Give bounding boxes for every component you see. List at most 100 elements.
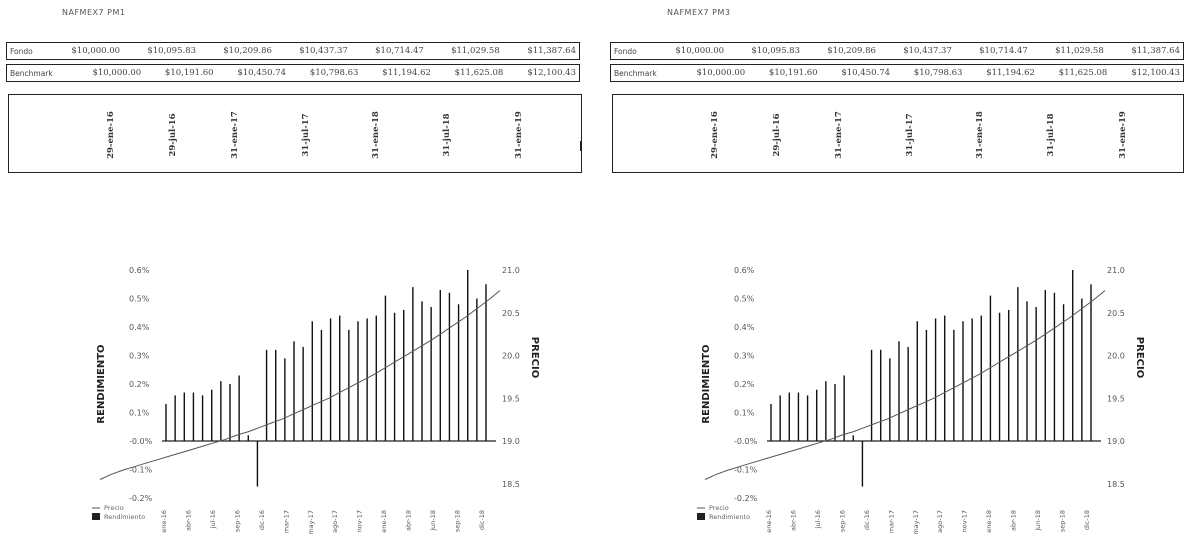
y-axis-title: RENDIMIENTO [96,344,107,423]
x-tick-label: abr-18 [405,510,413,531]
y-tick-label: 0.2% [734,380,755,389]
y2-tick-label: 19.5 [1107,394,1125,403]
x-tick-label: nov-17 [356,510,364,532]
legend-rendimiento-label: Rendimiento [104,513,145,521]
y-tick-label: -0.0% [129,437,153,446]
date-row: 29-ene-16 29-jul-16 31-ene-17 31-jul-17 … [8,94,582,173]
row-label: Fondo [610,42,652,60]
row-label: Fondo [6,42,48,60]
x-tick-label: mar-17 [887,510,895,533]
y-tick-label: 0.4% [734,323,755,332]
price-line [704,290,1106,480]
date-label: 31-ene-17 [834,111,844,159]
y-tick-label: 0.1% [734,409,755,418]
date-label: 31-ene-19 [1118,111,1128,159]
date-label: 31-ene-18 [975,111,985,159]
page-title: NAFMEX7 PM1 [62,8,126,17]
x-tick-label: jul-16 [814,510,822,529]
y-tick-label: -0.0% [734,437,758,446]
table-cell: $10,000.00 [71,64,145,82]
row-label: Benchmark [5,64,72,82]
table-cell: $10,191.60 [144,64,217,82]
x-tick-label: dic-16 [863,510,871,530]
x-tick-label: jun-18 [429,510,437,532]
table-cell: $11,194.62 [361,64,434,82]
date-label: 31-ene-18 [371,111,381,159]
y2-tick-label: 18.5 [1107,480,1125,489]
y2-tick-label: 20.0 [1107,352,1125,361]
x-tick-label: jul-16 [209,510,217,529]
table-cell: $11,029.58 [1030,42,1107,60]
y2-tick-label: 20.5 [502,309,520,318]
x-tick-label: may-17 [307,510,315,535]
y-tick-label: 0.4% [129,323,150,332]
table-cell: $10,437.37 [274,42,351,60]
y-tick-label: -0.2% [734,494,758,503]
table-cell: $10,000.00 [47,42,124,60]
x-tick-label: nov-17 [961,510,969,532]
x-tick-label: ene-18 [985,510,993,533]
price-line [99,290,501,480]
y-tick-label: 0.5% [129,295,150,304]
table-cell: $11,625.08 [433,64,507,82]
table-cell: $10,798.63 [289,64,362,82]
table-cell: $11,194.62 [965,64,1038,82]
table-cell: $10,437.37 [878,42,955,60]
x-tick-label: dic-18 [478,510,486,530]
table-cell: $11,387.64 [1106,42,1184,60]
legend-precio-label: Precio [104,504,124,512]
y-tick-label: -0.1% [129,466,153,475]
y-tick-label: 0.2% [129,380,150,389]
x-tick-label: mar-17 [282,510,290,533]
page-title: NAFMEX7 PM3 [667,8,731,17]
table-row: Fondo $10,000.00 $10,095.83 $10,209.86 $… [6,42,580,60]
table-cell: $11,625.08 [1037,64,1111,82]
y-tick-label: 0.3% [129,352,150,361]
y-axis-title: RENDIMIENTO [701,344,712,423]
y2-tick-label: 19.5 [502,394,520,403]
table-cell: $11,387.64 [502,42,580,60]
legend-rendimiento-swatch [92,513,100,520]
date-label: 31-jul-17 [905,113,915,157]
x-tick-label: ago-17 [331,510,339,533]
table-cell: $10,095.83 [727,42,803,60]
border-mark [580,141,582,151]
x-tick-label: sep-16 [233,510,241,532]
returns-price-chart: 0.6% 0.5% 0.4% 0.3% 0.2% 0.1% -0.0% -0.1% -0.2% 2… [92,266,540,535]
y2-tick-label: 20.0 [502,352,520,361]
table-cell: $10,000.00 [651,42,728,60]
y2-axis-title: PRECIO [1134,337,1145,378]
legend-precio-label: Precio [709,504,729,512]
x-tick-label: dic-16 [258,510,266,530]
date-label: 31-jul-18 [442,113,452,157]
y2-axis-title: PRECIO [529,337,540,378]
date-label: 29-jul-16 [772,113,782,157]
date-label: 29-jul-16 [168,113,178,157]
y2-tick-label: 20.5 [1107,309,1125,318]
table-cell: $10,191.60 [748,64,821,82]
table-cell: $10,450.74 [820,64,894,82]
y-tick-label: -0.2% [129,494,153,503]
table-cell: $10,798.63 [893,64,966,82]
row-label: Benchmark [609,64,676,82]
x-tick-label: ene-16 [160,510,168,533]
table-cell: $12,100.43 [1110,64,1185,82]
x-tick-label: ene-18 [380,510,388,533]
y2-tick-label: 21.0 [1107,266,1125,275]
y2-tick-label: 21.0 [502,266,520,275]
x-tick-label: dic-18 [1083,510,1091,530]
table-cell: $10,450.74 [216,64,290,82]
table-row: Benchmark $10,000.00 $10,191.60 $10,450.… [5,64,581,82]
date-label: 29-ene-16 [710,111,720,159]
table-cell: $10,209.86 [199,42,275,60]
table-cell: $10,714.47 [350,42,427,60]
table-cell: $11,029.58 [426,42,503,60]
x-tick-label: abr-16 [789,510,797,531]
table-cell: $10,095.83 [123,42,199,60]
date-label: 31-ene-17 [230,111,240,159]
values-table: Fondo $10,000.00 $10,095.83 $10,209.86 $… [610,42,1184,60]
legend-rendimiento-swatch [697,513,705,520]
y-tick-label: 0.3% [734,352,755,361]
x-tick-label: abr-18 [1010,510,1018,531]
y-tick-label: -0.1% [734,466,758,475]
